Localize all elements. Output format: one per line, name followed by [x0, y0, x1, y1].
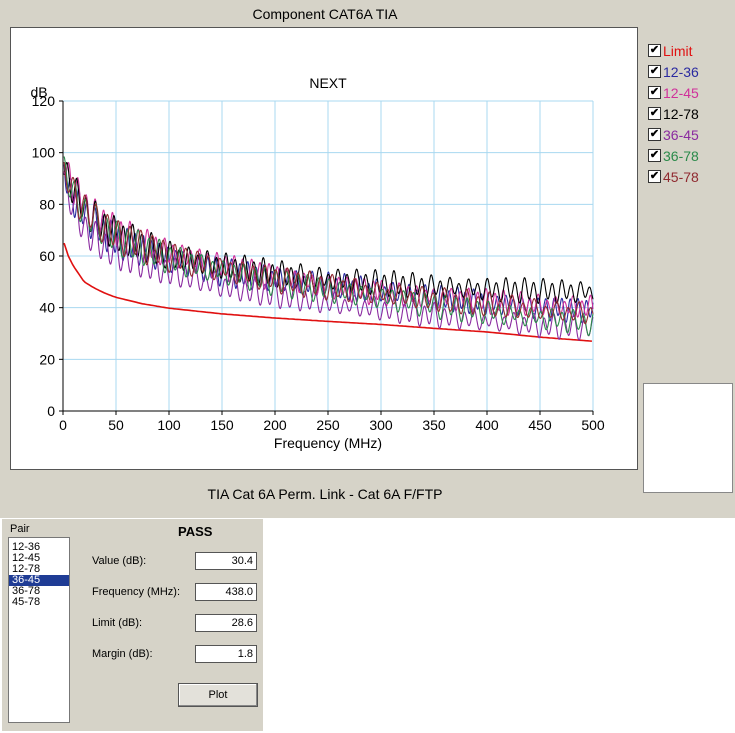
plot-button[interactable]: Plot [178, 683, 258, 707]
x-tick-label: 100 [157, 417, 181, 433]
y-tick-label: 20 [39, 351, 55, 367]
legend-checkbox[interactable]: ✔ [648, 65, 661, 78]
pair-list-item[interactable]: 36-78 [12, 585, 41, 597]
x-tick-label: 0 [59, 417, 67, 433]
graph-window-title: Component CAT6A TIA [252, 6, 398, 22]
legend-item-12-45[interactable]: ✔ 12-45 [648, 82, 728, 103]
legend-label: 36-78 [663, 147, 699, 164]
next-plot-area: 0 50 100 150 200 250 300 350 400 450 500 0 20 40 60 80 1… [10, 27, 638, 470]
next-chart: 0 50 100 150 200 250 300 350 400 450 500 0 20 40 60 80 1… [30, 75, 605, 451]
legend-item-36-45[interactable]: ✔ 36-45 [648, 124, 728, 145]
test-limit-caption: TIA Cat 6A Perm. Link - Cat 6A F/FTP [207, 486, 443, 502]
pair-list-item[interactable]: 36-45 [9, 575, 69, 586]
frequency-field: 438.0 [195, 583, 257, 601]
blank-info-box [643, 383, 733, 493]
series-line-45-78 [63, 162, 594, 325]
value-field: 30.4 [195, 552, 257, 570]
y-tick-label: 80 [39, 196, 55, 212]
legend-checkbox[interactable]: ✔ [648, 86, 661, 99]
chart-title: NEXT [309, 75, 347, 91]
value-label: Value (dB): [92, 555, 147, 567]
series-line-36-78 [63, 156, 594, 337]
x-tick-label: 200 [263, 417, 287, 433]
pair-list-item[interactable]: 12-78 [12, 563, 41, 575]
pair-list-item[interactable]: 12-45 [12, 552, 41, 564]
legend-checkbox[interactable]: ✔ [648, 128, 661, 141]
results-graph-panel: Component CAT6A TIA 0 50 100 150 200 250 300 35… [0, 0, 735, 518]
x-tick-label: 450 [528, 417, 552, 433]
y-tick-label: 120 [32, 93, 56, 109]
series-line-limit [63, 242, 592, 342]
x-tick-label: 500 [581, 417, 605, 433]
y-tick-label: 100 [32, 145, 56, 161]
pass-status: PASS [178, 524, 213, 539]
legend-item-limit[interactable]: ✔ Limit [648, 40, 728, 61]
pair-list[interactable]: 12-36 12-45 12-78 36-45 36-78 45-78 [8, 537, 70, 723]
x-tick-label: 50 [108, 417, 124, 433]
legend-item-12-78[interactable]: ✔ 12-78 [648, 103, 728, 124]
margin-label: Margin (dB): [92, 648, 153, 660]
legend-label: 45-78 [663, 168, 699, 185]
legend-label: 36-45 [663, 126, 699, 143]
legend-checkbox[interactable]: ✔ [648, 44, 661, 57]
legend-label: 12-78 [663, 105, 699, 122]
limit-field: 28.6 [195, 614, 257, 632]
y-tick-label: 0 [47, 403, 55, 419]
series-legend: ✔ Limit ✔ 12-36 ✔ 12-45 ✔ 12-78 ✔ 36-45 ✔ 36-78 ✔ 45-… [648, 40, 728, 187]
series-line-36-45 [63, 171, 594, 341]
pair-list-item[interactable]: 12-36 [12, 541, 41, 553]
legend-checkbox[interactable]: ✔ [648, 149, 661, 162]
y-tick-label: 60 [39, 248, 55, 264]
x-axis-label: Frequency (MHz) [274, 435, 382, 451]
x-tick-label: 400 [475, 417, 499, 433]
pair-list-item[interactable]: 45-78 [12, 596, 41, 608]
limit-label: Limit (dB): [92, 617, 143, 629]
x-tick-label: 350 [422, 417, 446, 433]
legend-checkbox[interactable]: ✔ [648, 170, 661, 183]
legend-item-12-36[interactable]: ✔ 12-36 [648, 61, 728, 82]
x-tick-label: 300 [369, 417, 393, 433]
margin-field: 1.8 [195, 645, 257, 663]
y-tick-label: 40 [39, 300, 55, 316]
legend-label: 12-45 [663, 84, 699, 101]
x-tick-label: 250 [316, 417, 340, 433]
x-tick-label: 150 [210, 417, 234, 433]
legend-item-36-78[interactable]: ✔ 36-78 [648, 145, 728, 166]
y-axis-label: dB [30, 84, 47, 100]
legend-checkbox[interactable]: ✔ [648, 107, 661, 120]
legend-item-45-78[interactable]: ✔ 45-78 [648, 166, 728, 187]
pair-list-label: Pair [10, 523, 30, 535]
frequency-label: Frequency (MHz): [92, 586, 181, 598]
legend-label: Limit [663, 42, 693, 59]
legend-label: 12-36 [663, 63, 699, 80]
pair-results-panel: Pair 12-36 12-45 12-78 36-45 36-78 45-78 PASS… [2, 519, 263, 731]
